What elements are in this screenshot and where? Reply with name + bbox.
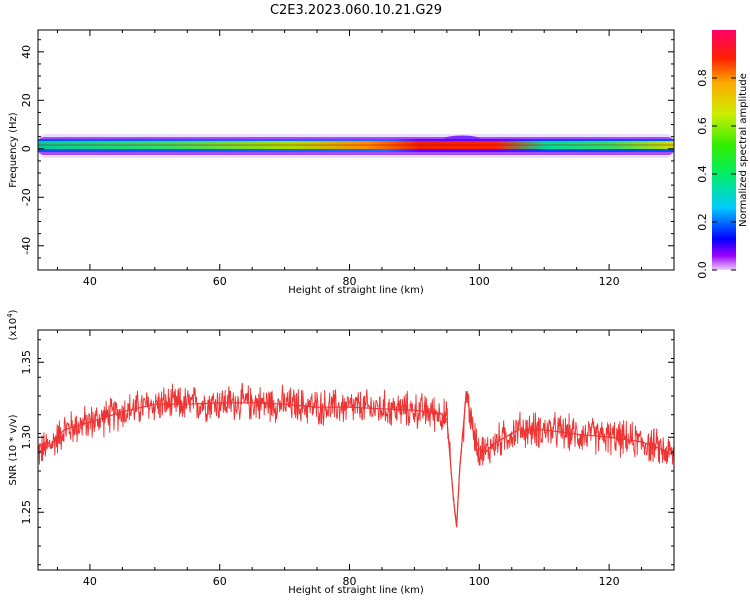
spectrogram-panel: 40 60 80 100 120 40 20 0 -20 -40 Height of straig… bbox=[8, 29, 675, 296]
colorbar-label: Normalized spectral amplitude bbox=[738, 73, 749, 227]
figure-title: C2E3.2023.060.10.21.G29 bbox=[270, 3, 442, 18]
colorbar: 0.0 0.2 0.4 0.6 0.8 Normalized spectral ampl… bbox=[696, 30, 749, 279]
top-y-label: Frequency (Hz) bbox=[8, 112, 19, 188]
top-y-tick-label: -20 bbox=[20, 188, 33, 206]
bottom-x-tick-label: 40 bbox=[83, 575, 97, 588]
colorbar-tick-label: 0.6 bbox=[696, 117, 709, 135]
top-x-tick-label: 80 bbox=[343, 275, 357, 288]
bottom-x-label: Height of straight line (km) bbox=[288, 585, 424, 596]
bottom-y-tick-label: 1.35 bbox=[20, 350, 33, 375]
top-x-label: Height of straight line (km) bbox=[288, 285, 424, 296]
colorbar-ticks: 0.0 0.2 0.4 0.6 0.8 bbox=[696, 69, 736, 279]
top-y-tick-label: 20 bbox=[20, 93, 33, 107]
bottom-x-tick-label: 60 bbox=[213, 575, 227, 588]
top-x-tick-label: 120 bbox=[599, 275, 620, 288]
bottom-x-tick-label: 80 bbox=[343, 575, 357, 588]
top-y-tick-label: 40 bbox=[20, 45, 33, 59]
snr-noise-trace bbox=[38, 382, 674, 525]
top-axis-ticks: 40 60 80 100 120 40 20 0 -20 -40 bbox=[20, 30, 675, 288]
bottom-y-label: SNR (10 * v/v) bbox=[8, 414, 19, 485]
top-y-tick-label: 0 bbox=[20, 145, 33, 152]
bottom-axis-ticks: 40 60 80 100 120 1.25 1.30 1.35 bbox=[20, 330, 675, 588]
colorbar-gradient bbox=[712, 30, 736, 270]
top-x-tick-label: 40 bbox=[83, 275, 97, 288]
top-x-tick-label: 60 bbox=[213, 275, 227, 288]
bottom-x-tick-label: 100 bbox=[469, 575, 490, 588]
colorbar-tick-label: 0.2 bbox=[696, 213, 709, 231]
bottom-y-tick-label: 1.30 bbox=[20, 425, 33, 450]
top-x-tick-label: 100 bbox=[469, 275, 490, 288]
scale-label: (x104) bbox=[6, 309, 19, 340]
bottom-x-tick-label: 120 bbox=[599, 575, 620, 588]
bottom-frame bbox=[37, 329, 675, 571]
snr-trend-line bbox=[38, 392, 674, 528]
colorbar-tick-label: 0.8 bbox=[696, 69, 709, 87]
top-frame bbox=[37, 29, 675, 271]
spectrogram-band bbox=[38, 134, 674, 158]
colorbar-tick-label: 0.0 bbox=[696, 261, 709, 279]
snr-panel: 40 60 80 100 120 1.25 1.30 1.35 Height of strai… bbox=[6, 309, 675, 596]
bottom-y-tick-label: 1.25 bbox=[20, 500, 33, 525]
colorbar-tick-label: 0.4 bbox=[696, 165, 709, 183]
top-y-tick-label: -40 bbox=[20, 237, 33, 255]
